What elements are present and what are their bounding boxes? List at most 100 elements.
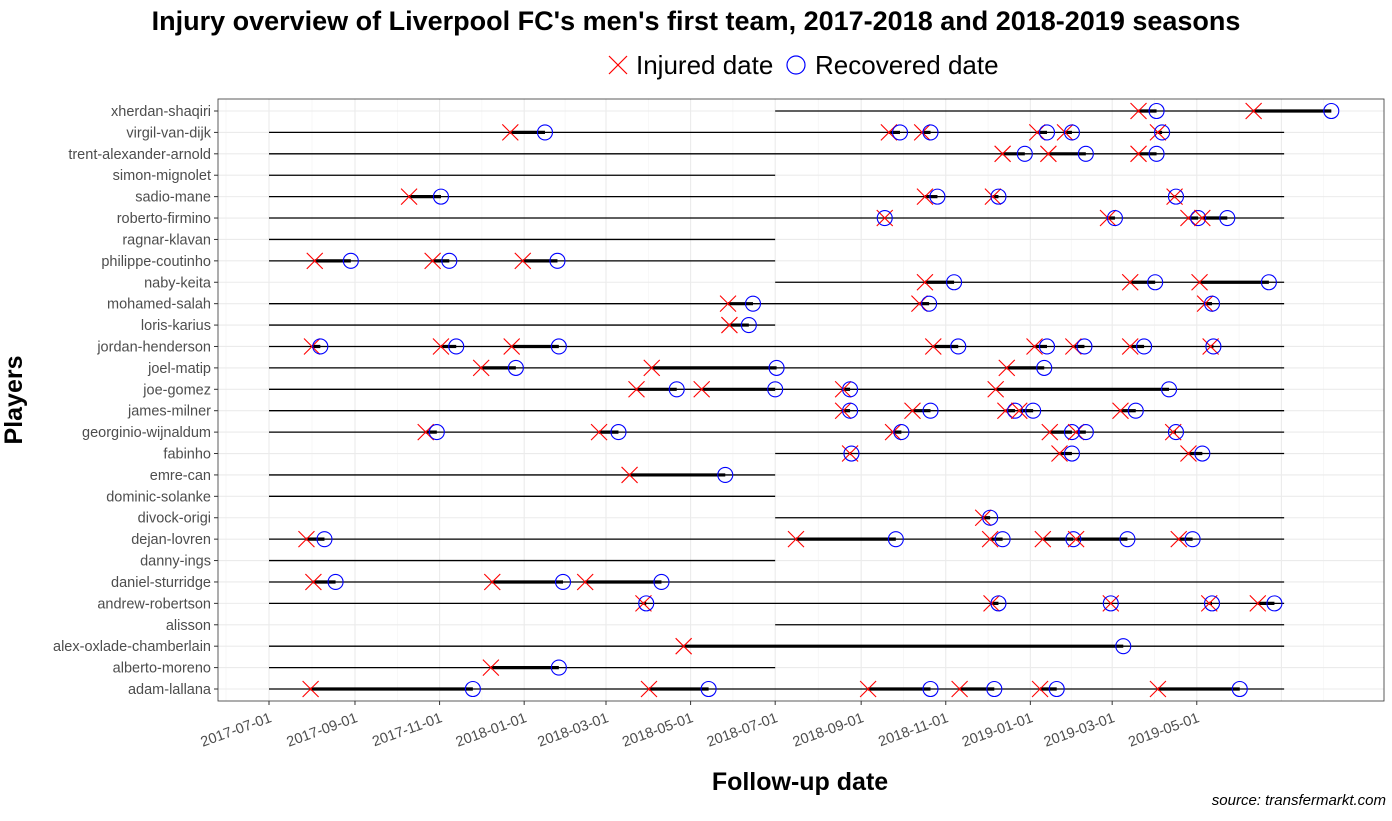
y-tick-label: ragnar-klavan <box>122 232 211 248</box>
injured-marker <box>1164 423 1182 441</box>
y-tick-label: dejan-lovren <box>131 532 211 548</box>
y-tick-label: xherdan-shaqiri <box>111 104 211 120</box>
recovered-marker <box>1077 424 1094 441</box>
injured-marker <box>1121 273 1139 291</box>
x-tick-label: 2019-05-01 <box>1126 710 1201 750</box>
injured-marker <box>983 594 1000 612</box>
injured-marker-stroke <box>834 380 852 398</box>
injured-marker <box>1056 124 1074 141</box>
recovered-marker <box>536 124 554 141</box>
x-tick-label: 2017-07-01 <box>199 710 274 750</box>
recovered-marker <box>327 573 344 591</box>
recovered-marker <box>843 445 860 462</box>
source-caption: source: transfermarkt.com <box>1212 792 1386 809</box>
x-tick-label: 2018-09-01 <box>791 710 866 750</box>
recovered-marker <box>1167 188 1185 205</box>
recovered-marker <box>1065 531 1082 548</box>
legend: Injured date Recovered date <box>608 50 999 80</box>
injured-marker <box>974 509 992 527</box>
recovered-marker <box>767 381 784 398</box>
injured-marker-stroke <box>432 338 450 355</box>
injured-marker-stroke <box>1130 102 1147 120</box>
injured-marker-stroke <box>916 188 934 206</box>
player-row <box>269 338 1285 355</box>
injured-marker-stroke <box>1028 124 1046 141</box>
player-row <box>775 102 1340 120</box>
injured-marker-stroke <box>1026 338 1043 355</box>
injured-marker <box>302 680 319 698</box>
recovered-marker <box>668 381 685 398</box>
player-row <box>269 680 1285 698</box>
y-tick-label: joel-matip <box>147 361 211 377</box>
injured-marker <box>1034 530 1052 548</box>
injured-marker-stroke <box>483 573 501 591</box>
recovered-marker <box>464 680 481 698</box>
injured-marker-stroke <box>1245 102 1263 120</box>
y-tick-label: alberto-moreno <box>113 661 211 677</box>
y-tick-label: emre-can <box>150 468 211 484</box>
x-axis-title: Follow-up date <box>712 768 888 796</box>
injured-marker <box>432 338 450 355</box>
recovered-marker <box>891 124 909 141</box>
injured-marker <box>911 295 928 313</box>
injured-marker-stroke <box>424 252 442 270</box>
recovered-marker <box>744 295 762 312</box>
legend-recovered-marker <box>786 55 806 75</box>
recovered-marker <box>740 317 757 334</box>
injured-marker-stroke <box>951 680 969 698</box>
recovered-marker <box>1219 209 1236 227</box>
injured-marker <box>1010 402 1028 420</box>
injured-marker-stroke <box>1180 445 1197 462</box>
recovered-marker <box>700 680 717 698</box>
y-tick-label: andrew-robertson <box>97 596 211 612</box>
player-row <box>269 659 776 676</box>
injured-marker <box>1170 530 1188 548</box>
player-row <box>269 594 1285 612</box>
injured-marker-stroke <box>721 316 738 334</box>
injured-marker <box>1067 423 1085 441</box>
injured-marker <box>1166 188 1183 206</box>
y-tick-label: mohamed-salah <box>107 297 211 313</box>
injured-marker-stroke <box>1031 680 1049 698</box>
injured-marker <box>621 466 638 484</box>
injured-marker <box>859 680 877 698</box>
injured-marker-stroke <box>904 402 921 420</box>
injured-marker-stroke <box>719 295 737 313</box>
injured-marker-stroke <box>997 402 1014 420</box>
injured-marker <box>298 530 315 548</box>
recovered-marker <box>1016 145 1033 162</box>
recovered-marker <box>1266 595 1283 612</box>
recovered-marker <box>316 531 333 548</box>
injured-marker-stroke <box>1149 680 1167 698</box>
injured-marker-stroke <box>1166 188 1183 206</box>
recovered-marker <box>876 209 893 227</box>
injured-marker-stroke <box>1121 273 1139 291</box>
injured-marker-stroke <box>576 573 594 591</box>
injured-marker-stroke <box>1149 124 1167 141</box>
injured-marker <box>576 573 594 591</box>
injured-marker <box>721 316 738 334</box>
y-axis-labels: xherdan-shaqiri virgil-van-dijk trent-alex… <box>53 104 218 698</box>
player-row <box>269 188 1285 206</box>
recovered-marker <box>922 124 939 141</box>
injured-marker <box>675 637 693 655</box>
injured-marker-stroke <box>911 295 928 313</box>
injured-marker <box>503 338 521 355</box>
injured-marker <box>834 380 852 398</box>
injured-marker <box>984 188 1002 206</box>
recovered-marker <box>1160 381 1178 398</box>
injured-marker <box>1245 102 1263 120</box>
injured-marker <box>834 402 852 420</box>
recovered-marker <box>1038 338 1056 355</box>
injured-marker-stroke <box>1112 402 1129 420</box>
recovered-marker <box>428 424 445 441</box>
injured-marker-stroke <box>1121 338 1139 355</box>
recovered-marker <box>1025 402 1042 419</box>
y-tick-label: alex-oxlade-chamberlain <box>53 639 211 655</box>
injured-marker <box>640 680 658 698</box>
injured-marker-stroke <box>1067 530 1085 548</box>
injured-marker-stroke <box>1130 145 1147 163</box>
injured-marker <box>719 295 737 313</box>
injured-marker <box>1099 209 1117 227</box>
